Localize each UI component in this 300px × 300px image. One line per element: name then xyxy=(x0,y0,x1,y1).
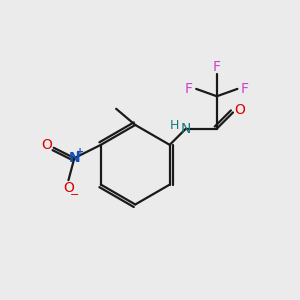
Text: O: O xyxy=(234,103,245,116)
Text: H: H xyxy=(170,118,179,132)
Text: F: F xyxy=(213,60,221,74)
Text: O: O xyxy=(63,182,74,195)
Text: −: − xyxy=(70,190,79,200)
Text: N: N xyxy=(68,151,80,165)
Text: N: N xyxy=(181,122,191,136)
Text: F: F xyxy=(185,82,193,96)
Text: +: + xyxy=(76,147,84,157)
Text: O: O xyxy=(41,138,52,152)
Text: F: F xyxy=(241,82,249,96)
